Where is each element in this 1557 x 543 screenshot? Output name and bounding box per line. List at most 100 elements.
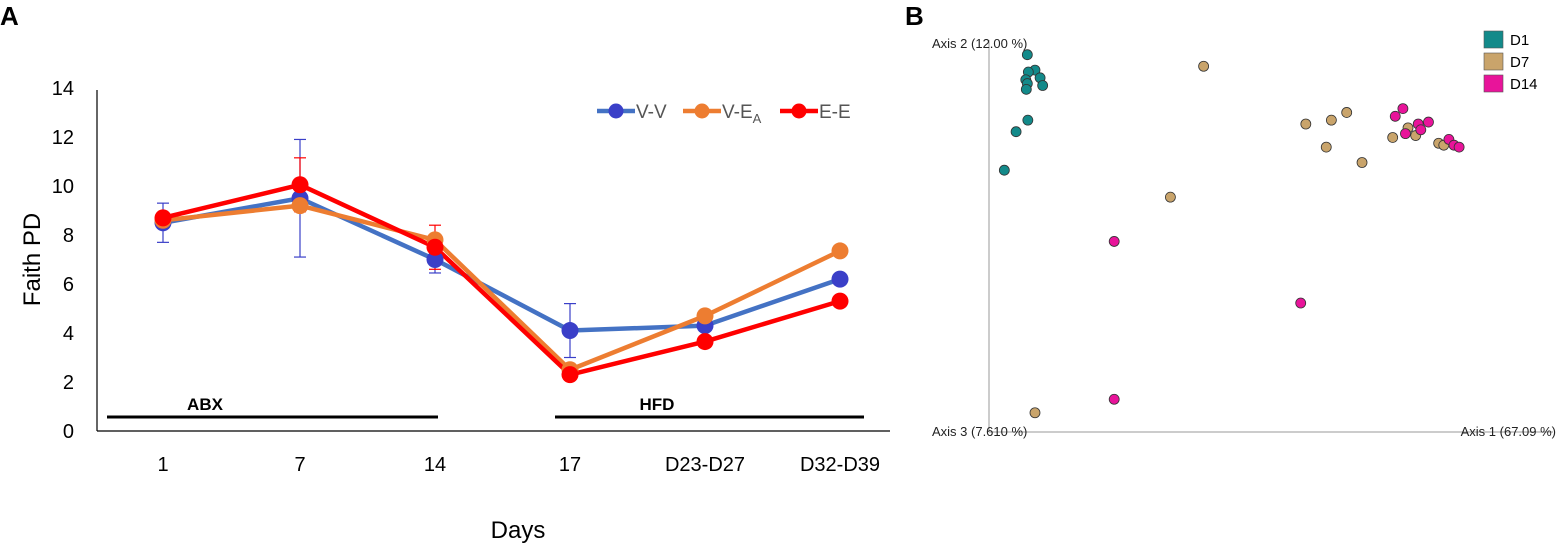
- sample-point-d7: [1029, 407, 1041, 419]
- data-point-e-e: [831, 292, 849, 310]
- period-label-hfd: HFD: [640, 395, 675, 414]
- x-tick-label: 1: [157, 454, 168, 476]
- pcoa-legend-item-d7: D7: [1483, 52, 1529, 71]
- legend-label: V-EA: [722, 102, 762, 126]
- y-tick-label: 2: [63, 372, 74, 394]
- sample-point-d14: [1397, 103, 1409, 114]
- sample-point-d1: [1034, 72, 1046, 84]
- sample-point-d7: [1165, 191, 1176, 203]
- group-d14: [1108, 103, 1465, 405]
- sample-point-d7: [1387, 132, 1399, 143]
- sample-point-d14: [1389, 110, 1401, 122]
- sample-point-d7: [1325, 114, 1337, 126]
- y-tick-label: 0: [63, 421, 74, 443]
- pcoa-legend-item-d1: D1: [1483, 30, 1529, 49]
- panel-label-b: B: [905, 1, 924, 31]
- data-point-v-v: [831, 270, 849, 288]
- legend-item-v-v: V-V: [597, 102, 667, 123]
- series-e-e: [162, 182, 841, 377]
- series-v-v: [162, 196, 841, 333]
- sample-point-d14: [1453, 141, 1465, 153]
- y-tick-label: 12: [52, 127, 74, 149]
- series-line: [162, 203, 841, 372]
- series-line: [162, 196, 841, 333]
- data-point-v-ea: [291, 197, 309, 215]
- sample-point-d1: [1020, 83, 1032, 95]
- legend-label: E-E: [819, 102, 851, 123]
- legend-marker: [791, 103, 807, 119]
- sample-point-d7: [1356, 157, 1368, 168]
- sample-point-d14: [1108, 236, 1120, 247]
- sample-point-d1: [1021, 49, 1033, 61]
- legend-item-e-e: E-E: [780, 102, 851, 123]
- legend-label-main: V-E: [722, 102, 753, 123]
- sample-point-d14: [1415, 124, 1427, 136]
- y-tick-label: 6: [63, 274, 74, 296]
- sample-point-d14: [1108, 393, 1120, 405]
- legend-label-main: V-V: [636, 102, 667, 123]
- x-tick-label: 17: [559, 454, 581, 476]
- legend-marker: [694, 103, 710, 119]
- legend-label-subscript: A: [753, 111, 762, 126]
- sample-point-d7: [1410, 130, 1422, 141]
- data-point-v-v: [561, 322, 579, 340]
- legend-label: V-V: [636, 102, 667, 123]
- legend-label: D7: [1510, 54, 1529, 71]
- series-line: [162, 182, 841, 377]
- x-tick-label: 7: [294, 454, 305, 476]
- data-point-e-e: [291, 176, 309, 194]
- series-v-ea: [162, 203, 841, 372]
- sample-point-d7: [1320, 141, 1332, 153]
- data-point-e-e: [561, 366, 579, 384]
- sample-point-d1: [1029, 64, 1041, 76]
- sample-point-d7: [1402, 122, 1414, 134]
- legend-label: D1: [1510, 32, 1529, 49]
- sample-point-d14: [1295, 297, 1307, 309]
- y-axis-title: Faith PD: [19, 213, 46, 306]
- sample-point-d14: [1400, 128, 1411, 140]
- sample-point-d7: [1341, 107, 1353, 118]
- group-d1: [998, 49, 1049, 176]
- sample-point-d1: [1037, 80, 1049, 91]
- pcoa-axis2-label: Axis 2 (12.00 %): [932, 36, 1027, 51]
- sample-point-d7: [1438, 139, 1450, 151]
- sample-point-d14: [1423, 116, 1434, 128]
- data-point-e-e: [696, 333, 714, 351]
- sample-point-d14: [1443, 133, 1455, 145]
- sample-point-d14: [1448, 139, 1460, 151]
- sample-point-d1: [1022, 114, 1034, 126]
- x-axis-title: Days: [491, 517, 546, 543]
- legend-label: D14: [1510, 76, 1538, 93]
- sample-point-d1: [1010, 126, 1022, 138]
- y-tick-label: 14: [52, 78, 74, 100]
- sample-point-d14: [1412, 118, 1424, 130]
- pcoa-axis1-label: Axis 1 (67.09 %): [1461, 424, 1556, 439]
- data-point-e-e: [154, 209, 172, 227]
- panel-label-a: A: [0, 1, 19, 31]
- period-label-abx: ABX: [187, 395, 224, 414]
- legend-item-v-ea: V-EA: [683, 102, 762, 126]
- legend-swatch: [1483, 52, 1504, 71]
- group-d7: [1029, 60, 1450, 419]
- data-point-v-ea: [696, 307, 714, 325]
- legend-label-main: E-E: [819, 102, 851, 123]
- pcoa-axis3-label: Axis 3 (7.610 %): [932, 424, 1027, 439]
- pcoa-legend-item-d14: D14: [1483, 74, 1538, 93]
- x-tick-label: 14: [424, 454, 446, 476]
- data-point-e-e: [426, 238, 444, 256]
- sample-point-d1: [1020, 74, 1032, 86]
- legend-swatch: [1483, 30, 1504, 49]
- x-tick-label: D32-D39: [800, 454, 880, 476]
- sample-point-d1: [998, 164, 1010, 176]
- sample-point-d7: [1433, 137, 1445, 149]
- data-point-v-v: [426, 251, 444, 268]
- data-point-v-ea: [831, 242, 849, 260]
- y-tick-label: 4: [63, 323, 74, 345]
- sample-point-d1: [1021, 78, 1033, 89]
- y-tick-label: 10: [52, 176, 74, 198]
- sample-point-d7: [1300, 118, 1312, 130]
- legend-marker: [608, 103, 624, 119]
- legend-swatch: [1483, 74, 1504, 93]
- y-tick-label: 8: [63, 225, 74, 247]
